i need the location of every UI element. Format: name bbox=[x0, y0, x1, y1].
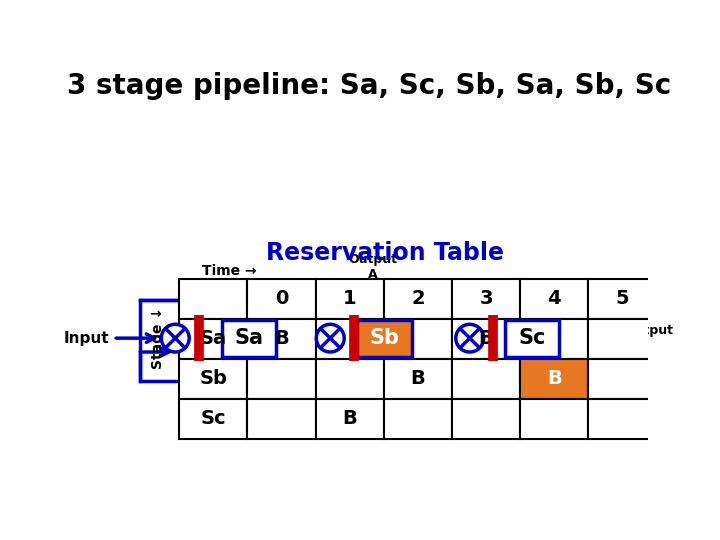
Bar bbox=[520, 279, 588, 319]
Bar bbox=[520, 319, 588, 359]
Bar bbox=[452, 359, 520, 399]
Bar bbox=[179, 399, 248, 439]
Bar bbox=[248, 279, 315, 319]
Bar bbox=[179, 359, 248, 399]
Bar bbox=[248, 359, 315, 399]
Bar bbox=[384, 359, 452, 399]
Text: 2: 2 bbox=[411, 289, 425, 308]
Text: Sc: Sc bbox=[518, 328, 546, 348]
Text: 4: 4 bbox=[547, 289, 561, 308]
Bar bbox=[315, 359, 384, 399]
Bar bbox=[179, 319, 248, 359]
Bar bbox=[140, 300, 606, 381]
Bar bbox=[452, 279, 520, 319]
Text: Time →: Time → bbox=[202, 264, 257, 278]
Bar bbox=[357, 320, 412, 356]
Text: B: B bbox=[479, 329, 493, 348]
Text: Sb: Sb bbox=[199, 369, 228, 388]
Bar bbox=[588, 399, 657, 439]
Bar bbox=[520, 399, 588, 439]
Text: 0: 0 bbox=[275, 289, 288, 308]
Bar bbox=[315, 279, 384, 319]
Text: Sa: Sa bbox=[199, 329, 227, 348]
Text: 3: 3 bbox=[480, 289, 492, 308]
Bar bbox=[222, 320, 276, 356]
Text: Stage ↓: Stage ↓ bbox=[151, 307, 165, 369]
Bar bbox=[248, 319, 315, 359]
Bar bbox=[452, 319, 520, 359]
Text: B: B bbox=[274, 329, 289, 348]
Bar bbox=[588, 279, 657, 319]
Text: B: B bbox=[547, 369, 562, 388]
Circle shape bbox=[161, 325, 189, 352]
Circle shape bbox=[456, 325, 484, 352]
Bar bbox=[588, 319, 657, 359]
Bar bbox=[315, 399, 384, 439]
Text: Sa: Sa bbox=[235, 328, 264, 348]
Bar bbox=[452, 399, 520, 439]
Text: Input: Input bbox=[64, 330, 109, 346]
Bar bbox=[384, 319, 452, 359]
Bar bbox=[300, 303, 594, 377]
Circle shape bbox=[316, 325, 344, 352]
Bar bbox=[179, 279, 248, 319]
Bar bbox=[384, 399, 452, 439]
Text: B: B bbox=[410, 369, 426, 388]
Bar bbox=[505, 320, 559, 356]
Text: B: B bbox=[342, 409, 357, 429]
Text: 1: 1 bbox=[343, 289, 356, 308]
Text: Sb: Sb bbox=[369, 328, 400, 348]
Text: Sc: Sc bbox=[200, 409, 226, 429]
Text: Output
A: Output A bbox=[348, 253, 397, 281]
Text: 3 stage pipeline: Sa, Sc, Sb, Sa, Sb, Sc: 3 stage pipeline: Sa, Sc, Sb, Sa, Sb, Sc bbox=[67, 72, 671, 100]
Text: 5: 5 bbox=[616, 289, 629, 308]
Bar bbox=[520, 359, 588, 399]
Bar bbox=[315, 319, 384, 359]
Bar bbox=[248, 399, 315, 439]
Bar bbox=[588, 359, 657, 399]
Text: Output
B: Output B bbox=[625, 324, 674, 352]
Bar bbox=[384, 279, 452, 319]
Text: Reservation Table: Reservation Table bbox=[266, 241, 503, 266]
